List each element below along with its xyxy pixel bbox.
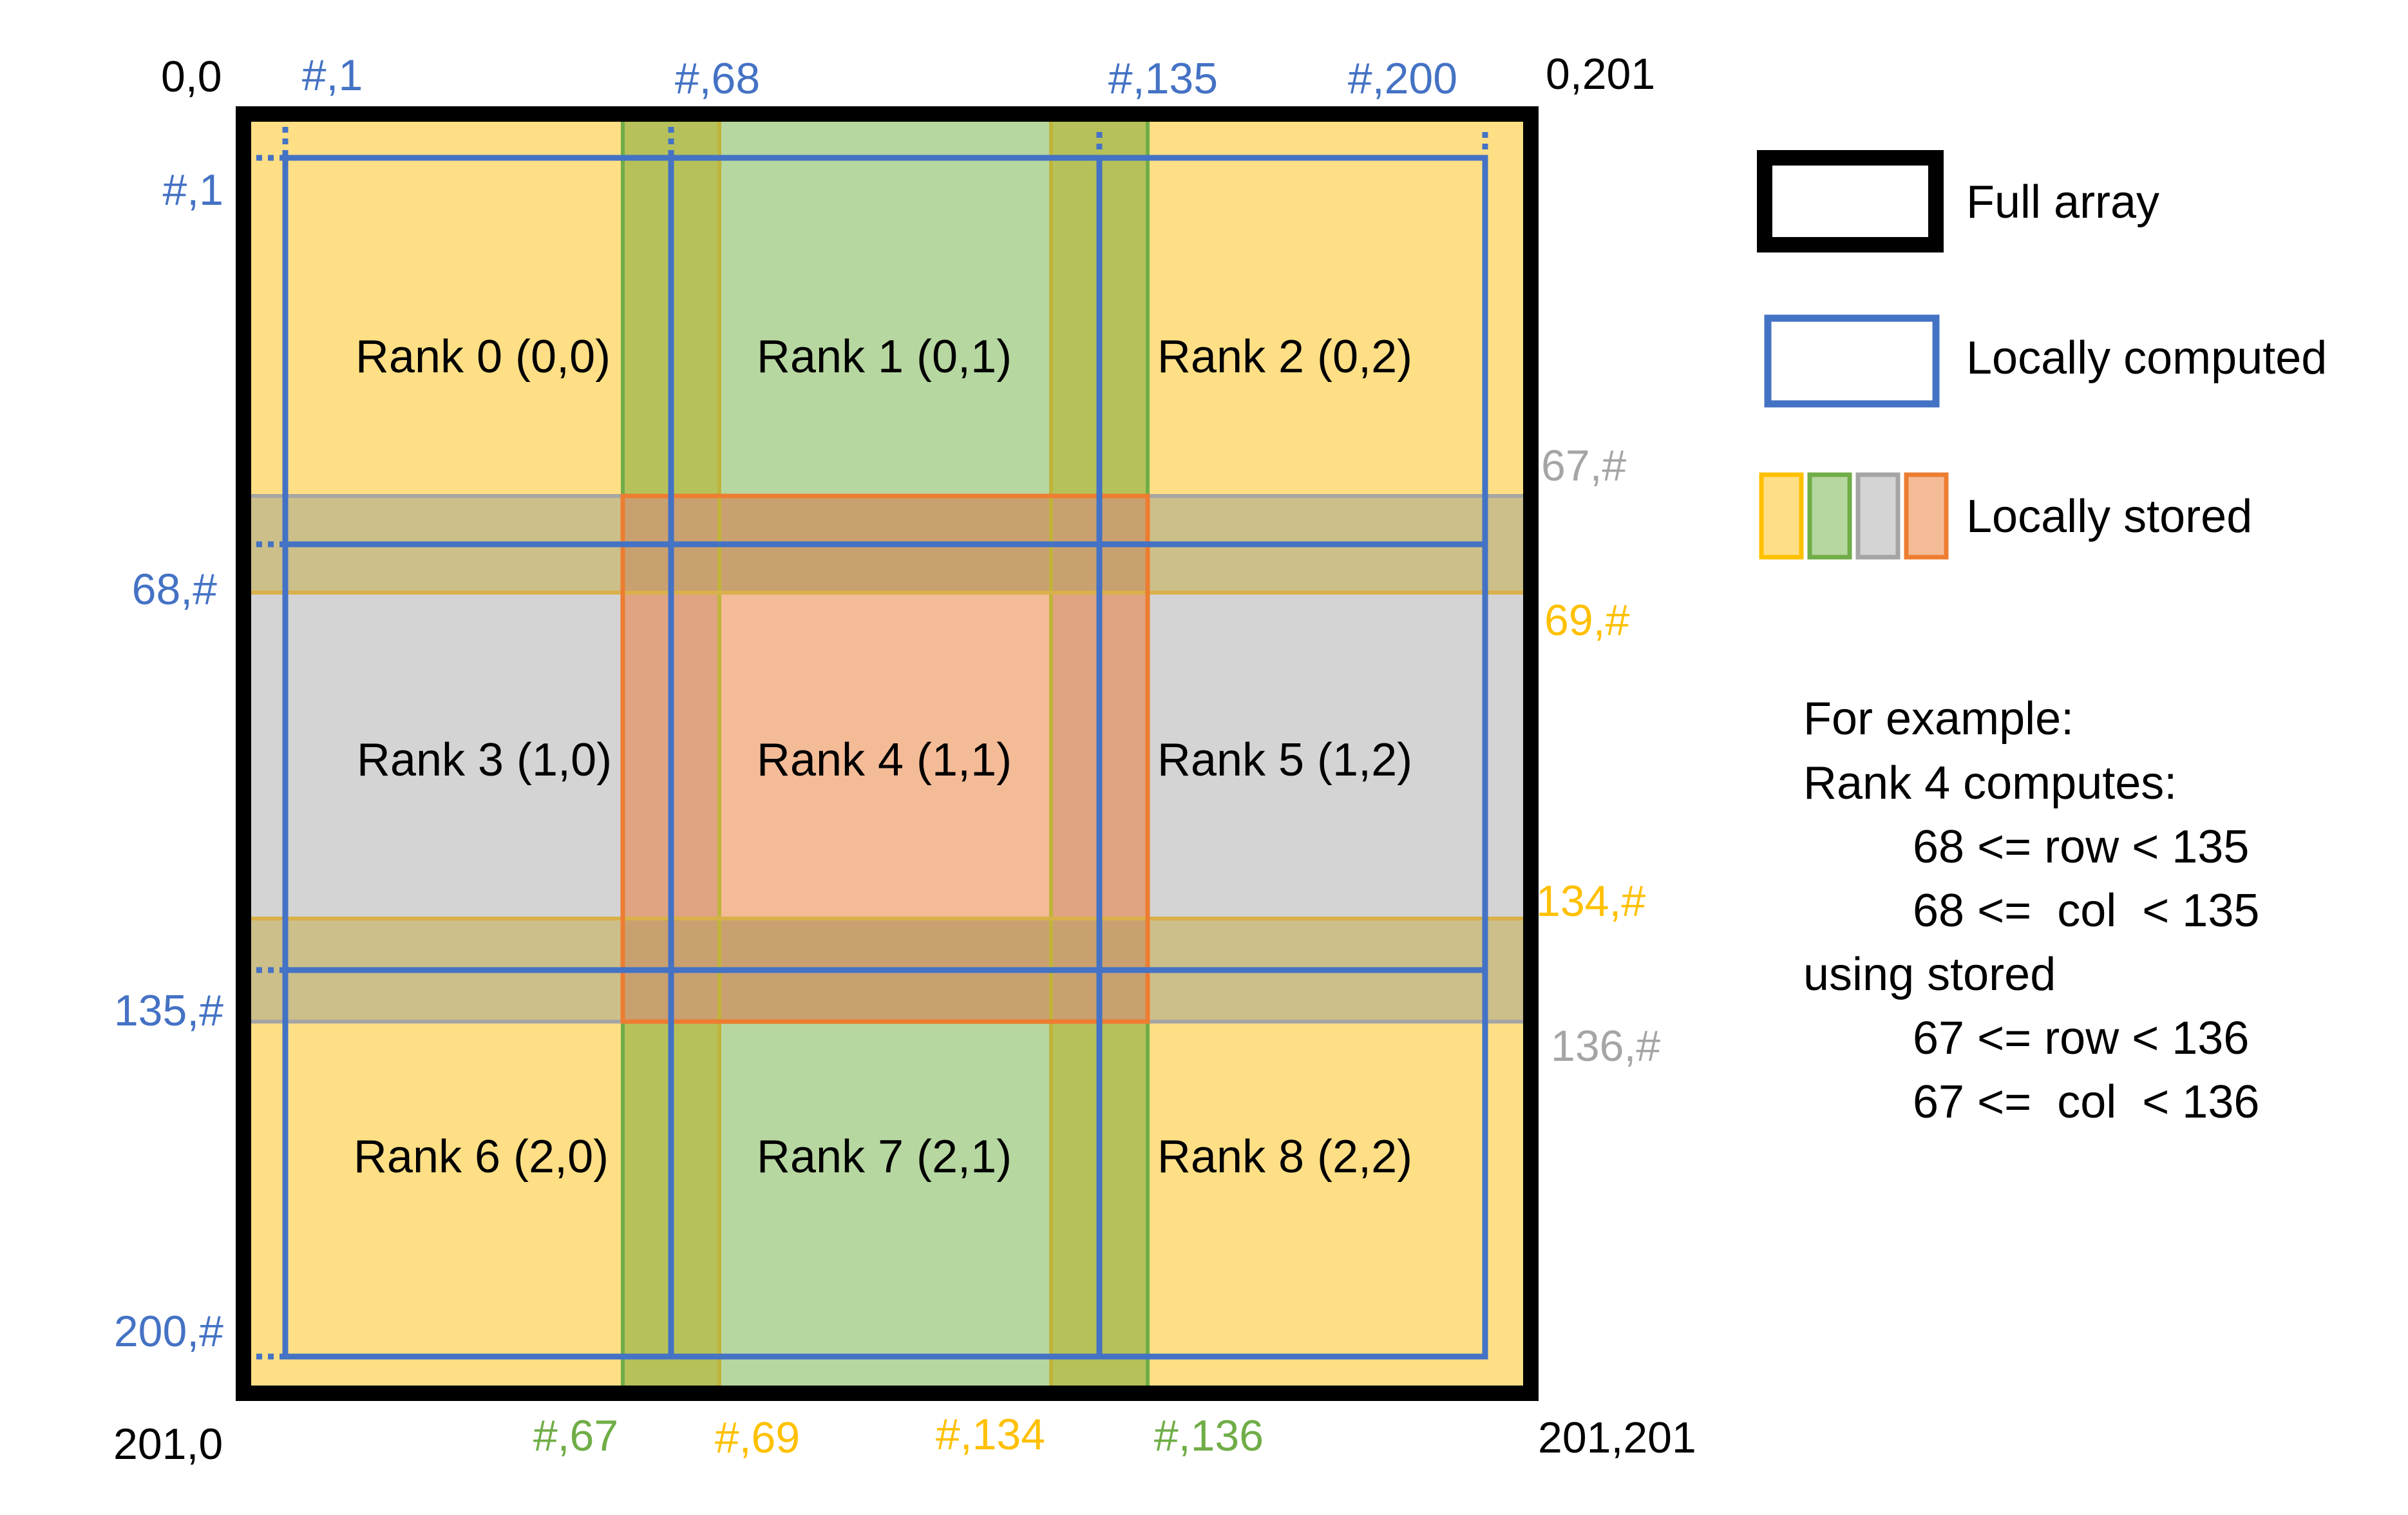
left-label-row-200: 200,#: [114, 1307, 223, 1356]
computed-grid: [282, 155, 1488, 1360]
left-label-row-135: 135,#: [114, 986, 223, 1035]
stored-outlines: [251, 122, 1523, 1386]
corner-top-left: 0,0: [161, 52, 222, 101]
corner-bottom-right: 201,201: [1538, 1413, 1696, 1462]
right-label-row-69: 69,#: [1544, 596, 1630, 645]
corner-labels: 0,0 0,201 201,0 201,201: [113, 50, 1696, 1469]
right-label-row-67: 67,#: [1541, 441, 1627, 490]
top-label-col-68: #,68: [675, 54, 760, 103]
right-index-labels: 67,# 69,# 134,# 136,#: [1536, 441, 1660, 1071]
example-text: For example: Rank 4 computes: 68 <= row …: [1803, 693, 2259, 1128]
example-line-3: 68 <= row < 135: [1913, 821, 2249, 873]
bottom-label-col-136: #,136: [1154, 1411, 1264, 1460]
computed-outer-box: [282, 155, 1488, 1360]
rank-5-label: Rank 5 (1,2): [1157, 734, 1412, 786]
bottom-label-col-134: #,134: [936, 1410, 1045, 1459]
top-label-col-200: #,200: [1348, 54, 1457, 103]
legend-stored-label: Locally stored: [1966, 491, 2252, 542]
bottom-label-col-69: #,69: [715, 1413, 800, 1462]
example-line-7: 67 <= col < 136: [1913, 1076, 2259, 1128]
example-line-4: 68 <= col < 135: [1913, 885, 2259, 937]
legend-computed-label: Locally computed: [1966, 332, 2327, 384]
orange-center-outline: [620, 493, 1150, 1024]
full-array-border: [236, 106, 1539, 1401]
rank-8-label: Rank 8 (2,2): [1157, 1131, 1412, 1183]
rank-3-label: Rank 3 (1,0): [357, 734, 612, 786]
legend-stored-yellow-swatch: [1759, 472, 1804, 560]
legend-stored-gray-swatch: [1855, 472, 1901, 560]
legend-full-array-label: Full array: [1966, 176, 2159, 228]
rank-0-label: Rank 0 (0,0): [356, 331, 611, 383]
top-label-col-135: #,135: [1108, 54, 1218, 103]
rank-7-label: Rank 7 (2,1): [757, 1131, 1012, 1183]
example-line-6: 67 <= row < 136: [1913, 1013, 2249, 1064]
rank-4-label: Rank 4 (1,1): [757, 734, 1012, 786]
bottom-label-col-67: #,67: [533, 1411, 618, 1460]
example-line-5: using stored: [1803, 949, 2056, 1000]
right-label-row-136: 136,#: [1551, 1022, 1660, 1071]
legend: Full array Locally computed Locally stor…: [1757, 150, 2327, 560]
left-index-labels: #,1 68,# 135,# 200,#: [114, 166, 223, 1356]
rank-2-label: Rank 2 (0,2): [1157, 331, 1412, 383]
legend-full-array-swatch: [1757, 150, 1944, 252]
left-label-row-68: 68,#: [132, 565, 218, 614]
rank-1-label: Rank 1 (0,1): [757, 331, 1012, 383]
corner-top-right: 0,201: [1546, 50, 1655, 99]
legend-computed-swatch: [1764, 314, 1940, 408]
bottom-index-labels: #,67 #,69 #,134 #,136: [533, 1410, 1264, 1462]
right-label-row-134: 134,#: [1536, 877, 1645, 926]
example-line-2: Rank 4 computes:: [1803, 758, 2177, 809]
corner-bottom-left: 201,0: [113, 1420, 223, 1469]
top-index-labels: #,1 #,68 #,135 #,200: [302, 51, 1457, 103]
computed-dotted-extensions: [256, 115, 1488, 1360]
rank-6-label: Rank 6 (2,0): [354, 1131, 609, 1183]
rank-labels: Rank 0 (0,0) Rank 1 (0,1) Rank 2 (0,2) R…: [354, 331, 1412, 1183]
top-label-col-1: #,1: [302, 51, 363, 100]
legend-stored-orange-swatch: [1904, 472, 1949, 560]
left-label-row-1: #,1: [162, 166, 223, 214]
example-line-1: For example:: [1803, 693, 2074, 745]
legend-stored-green-swatch: [1807, 472, 1852, 560]
